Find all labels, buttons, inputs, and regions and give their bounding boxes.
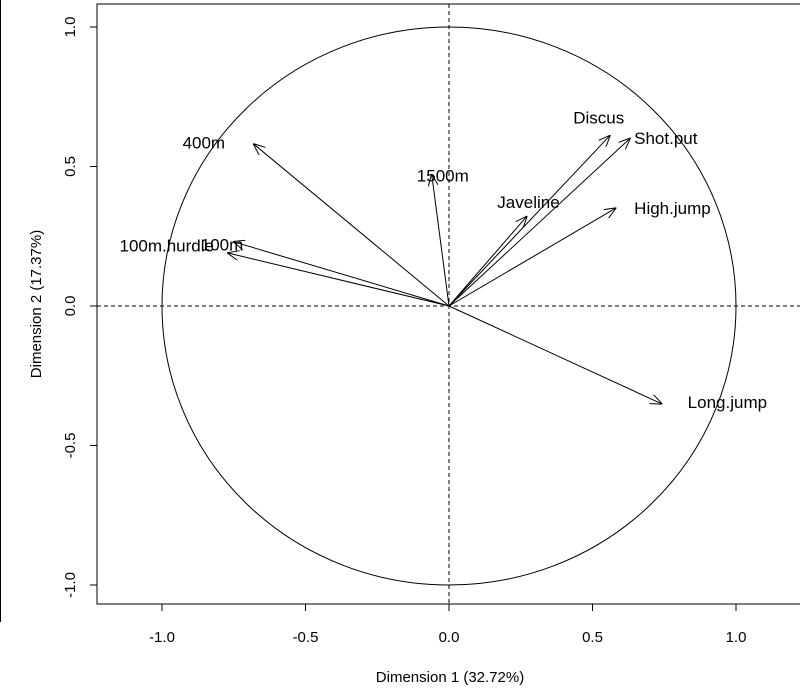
x-axis-tick-label: 0.0 [439, 629, 460, 646]
label-shot-put: Shot.put [634, 129, 698, 148]
label-100m: 100m [201, 235, 244, 254]
x-axis-tick-label: 0.5 [582, 629, 603, 646]
x-axis-title: Dimension 1 (32.72%) [376, 669, 524, 686]
arrow-100m [228, 253, 450, 307]
label-100m-hurdle: 100m.hurdle [119, 236, 214, 255]
arrow-100m-hurdle [234, 242, 450, 307]
arrow-discus [448, 136, 610, 307]
arrow-shot-put [448, 139, 630, 307]
y-axis-tick-label: 0.5 [62, 156, 79, 177]
x-axis-tick-label: -0.5 [293, 629, 319, 646]
arrow-400m [254, 144, 450, 307]
y-axis-title: Dimension 2 (17.37%) [28, 230, 45, 378]
arrow-long-jump [448, 305, 661, 404]
label-javeline: Javeline [497, 193, 559, 212]
label-high-jump: High.jump [634, 199, 711, 218]
arrow-javeline [448, 217, 526, 307]
y-axis-tick-label: 1.0 [62, 17, 79, 38]
y-axis-tick-label: -1.0 [62, 572, 79, 598]
arrow-high-jump [448, 208, 615, 307]
label-400m: 400m [183, 134, 226, 153]
y-axis-tick-label: 0.0 [62, 296, 79, 317]
x-axis-tick-label: -1.0 [149, 629, 175, 646]
y-axis-tick-label: -0.5 [62, 433, 79, 459]
variable-labels: 100m 400m 1500m 100m.hurdle Discus Shot.put Ja… [119, 108, 767, 412]
label-discus: Discus [573, 108, 624, 127]
y-axis: -1.0 -0.5 0.0 0.5 1.0 [62, 17, 97, 598]
page-border [0, 0, 1, 622]
x-axis-tick-label: 1.0 [726, 629, 747, 646]
label-long-jump: Long.jump [688, 393, 767, 412]
arrow-1500m [432, 175, 450, 307]
x-axis: -1.0 -0.5 0.0 0.5 1.0 [149, 604, 746, 646]
variable-arrows [228, 136, 661, 404]
label-1500m: 1500m [417, 166, 469, 185]
